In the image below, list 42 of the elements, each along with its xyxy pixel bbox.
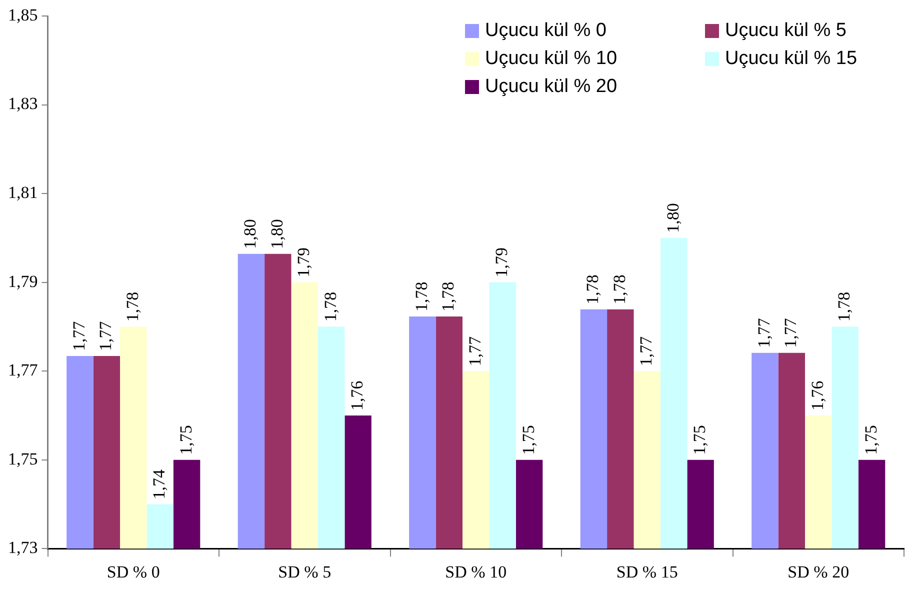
data-label: 1,79 <box>492 248 512 278</box>
y-tick-label: 1,75 <box>8 449 38 468</box>
data-label: 1,78 <box>583 274 602 304</box>
x-tick-label: SD % 5 <box>278 562 332 582</box>
data-label: 1,78 <box>834 292 854 322</box>
data-label: 1,75 <box>690 425 710 455</box>
y-tick-label: 1,85 <box>8 5 38 24</box>
x-tick-label: SD % 15 <box>616 562 678 582</box>
legend-label: Uçucu kül % 20 <box>485 76 618 98</box>
legend-label: Uçucu kül % 10 <box>485 48 618 70</box>
data-label: 1,80 <box>663 203 682 233</box>
data-label: 1,77 <box>96 320 116 351</box>
data-label: 1,78 <box>320 292 340 322</box>
data-label: 1,78 <box>438 282 458 312</box>
legend-label: Uçucu kül % 5 <box>725 20 846 42</box>
data-label: 1,77 <box>781 318 800 348</box>
y-tick-label: 1,83 <box>8 94 38 114</box>
data-label: 1,80 <box>240 219 260 249</box>
data-label: 1,78 <box>610 274 629 304</box>
data-label: 1,77 <box>465 336 484 366</box>
y-tick-label: 1,73 <box>8 538 38 558</box>
y-tick-label: 1,81 <box>8 183 38 202</box>
data-label: 1,74 <box>150 468 169 500</box>
data-label: 1,80 <box>267 219 286 249</box>
data-label: 1,76 <box>808 380 827 410</box>
y-tick-label: 1,77 <box>8 360 38 380</box>
data-label: 1,78 <box>122 292 142 322</box>
legend-label: Uçucu kül % 0 <box>485 20 606 42</box>
y-tick-label: 1,79 <box>8 272 38 291</box>
x-tick-label: SD % 10 <box>445 562 507 582</box>
x-tick-label: SD % 20 <box>788 562 850 582</box>
data-label: 1,78 <box>412 282 431 312</box>
data-label: 1,75 <box>518 425 538 455</box>
legend-label: Uçucu kül % 15 <box>725 48 858 70</box>
data-label: 1,76 <box>348 380 367 410</box>
data-label: 1,77 <box>69 320 88 351</box>
data-label: 1,77 <box>754 318 774 348</box>
data-label: 1,79 <box>294 248 314 278</box>
x-tick-label: SD % 0 <box>106 562 160 582</box>
data-label: 1,75 <box>861 425 880 455</box>
data-label: 1,75 <box>176 425 196 455</box>
data-label: 1,77 <box>636 336 656 366</box>
